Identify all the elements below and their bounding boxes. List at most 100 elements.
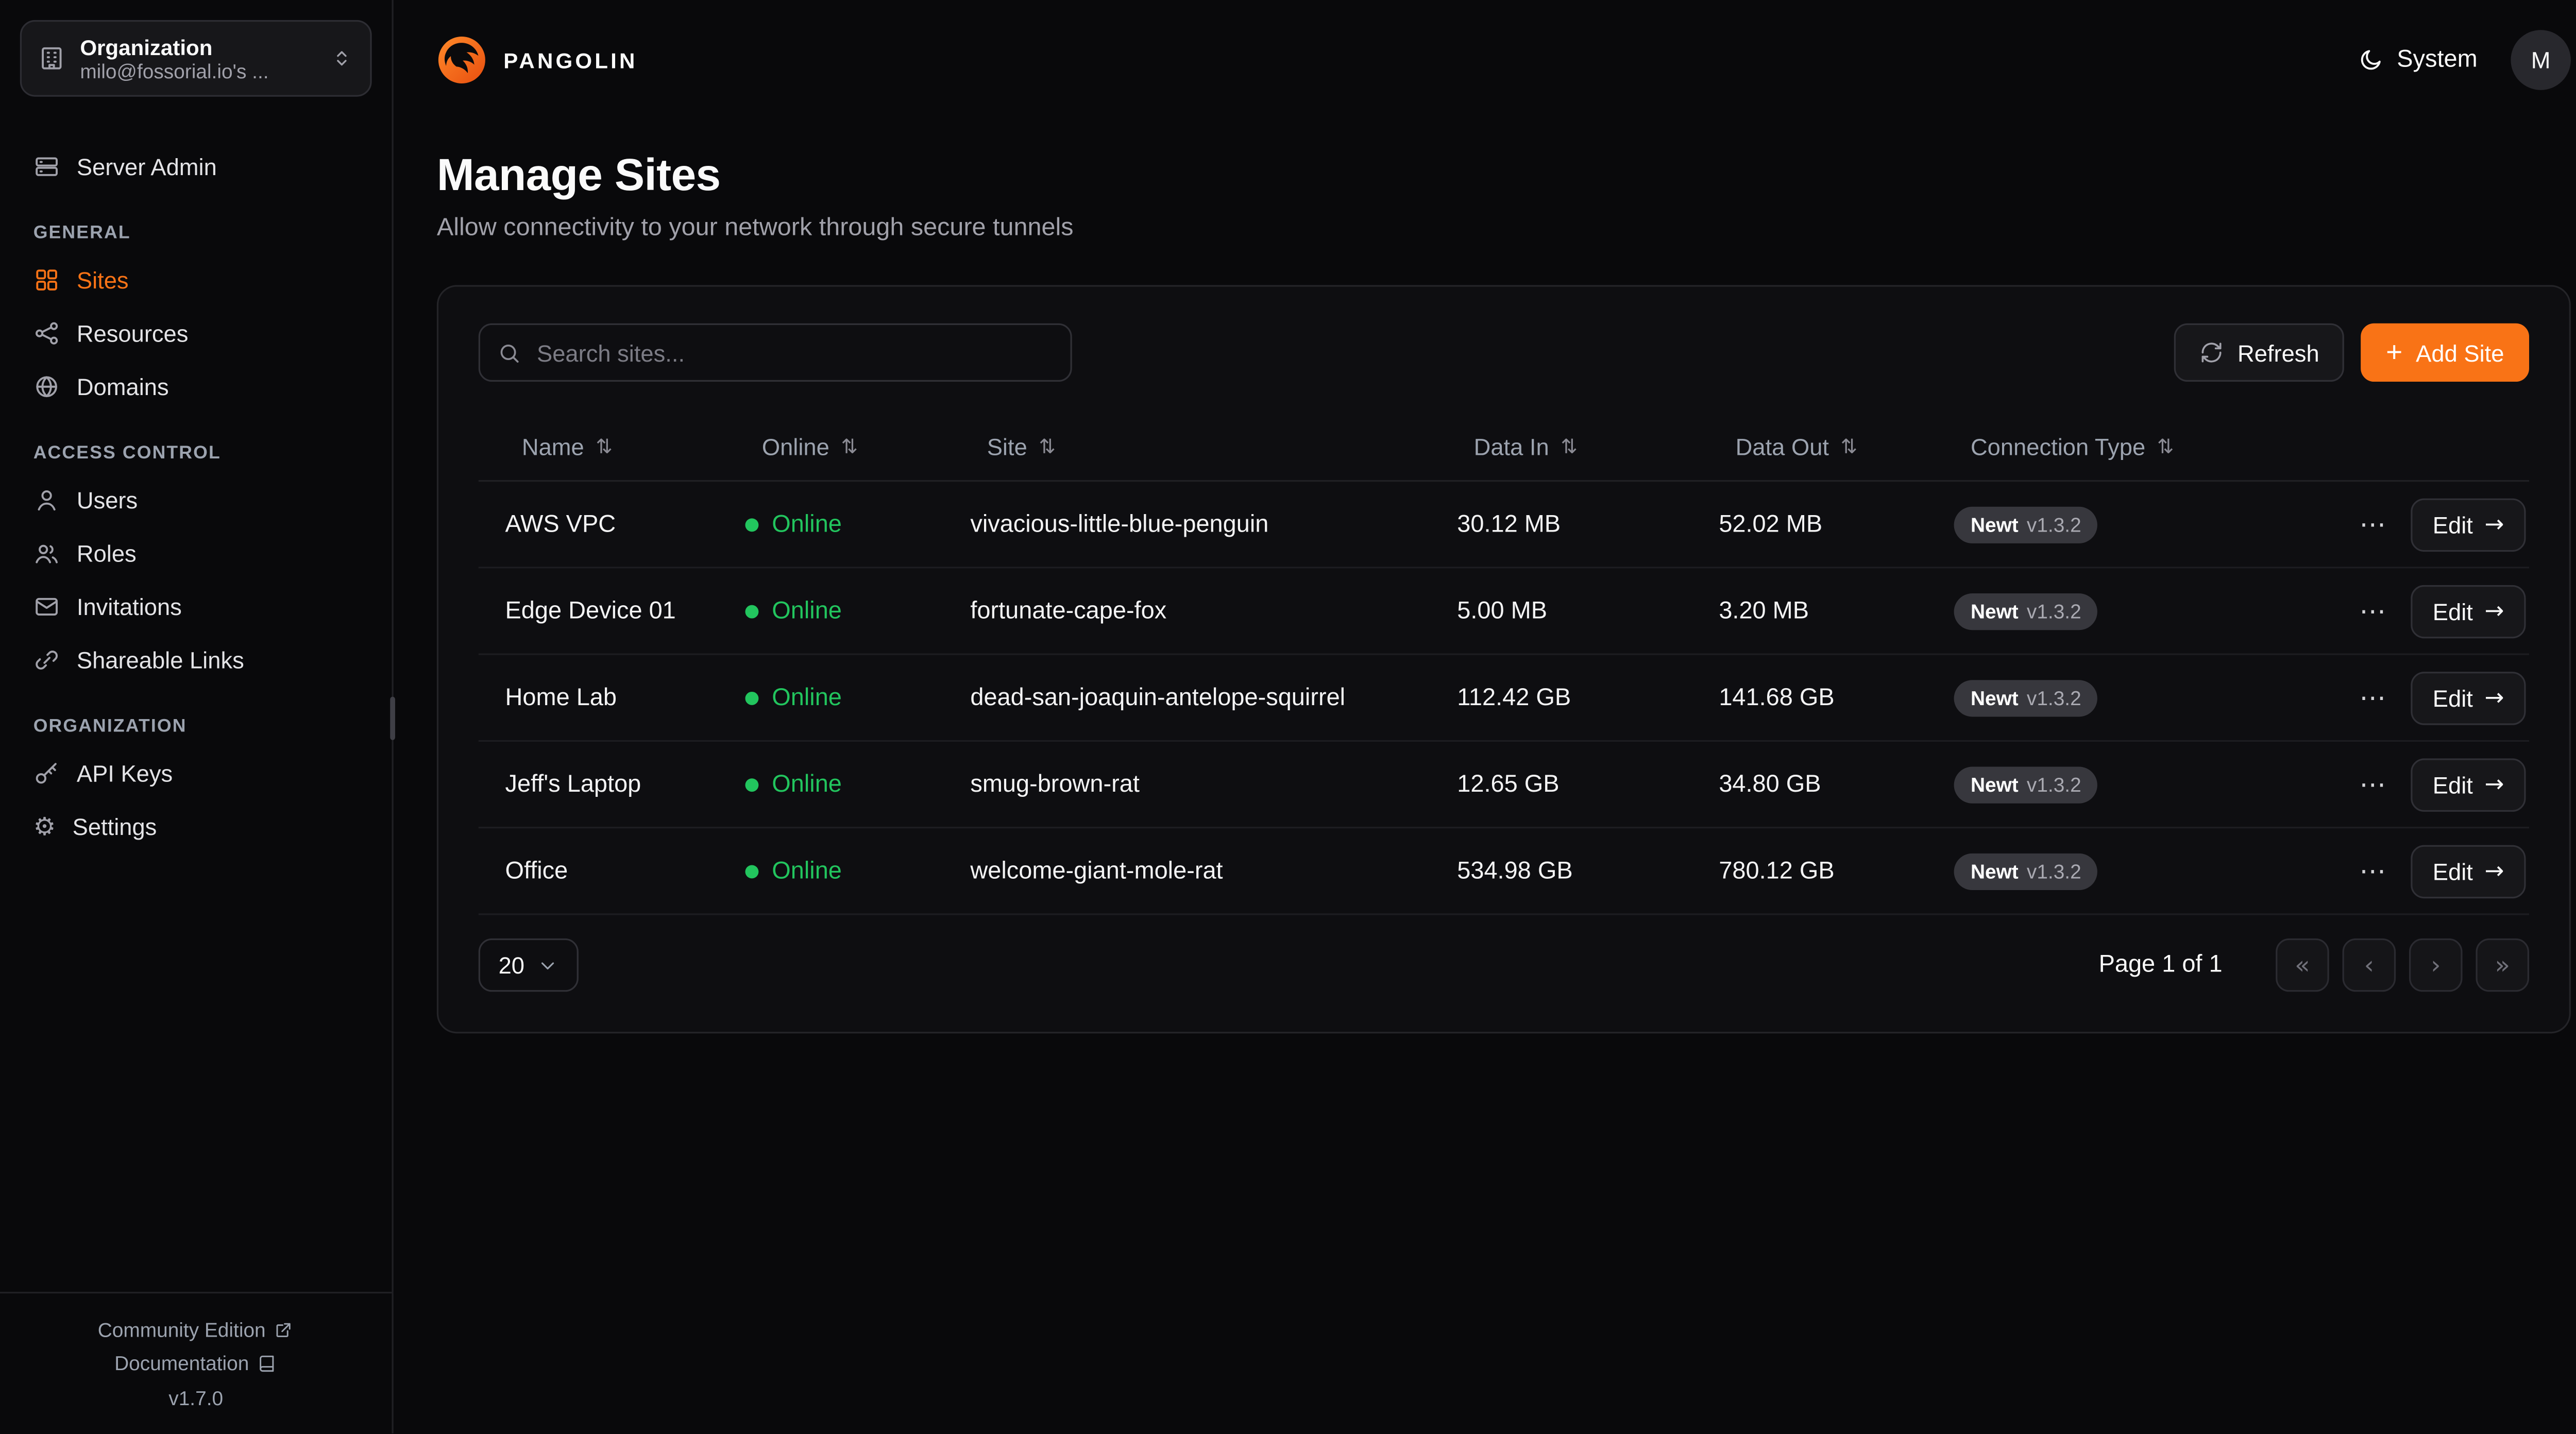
building-icon bbox=[38, 45, 65, 72]
add-site-label: Add Site bbox=[2416, 339, 2504, 366]
search-icon bbox=[497, 340, 522, 365]
column-label: Data Out bbox=[1735, 432, 1829, 459]
sort-online-button[interactable]: Online ⇅ bbox=[745, 421, 874, 471]
org-selector[interactable]: Organization milo@fossorial.io's ... bbox=[20, 20, 372, 97]
connection-type-cell: Newt v1.3.2 bbox=[1927, 592, 2328, 629]
online-status: Online bbox=[772, 684, 842, 711]
brand[interactable]: PANGOLIN bbox=[437, 35, 638, 85]
sidebar-item-users[interactable]: Users bbox=[20, 473, 372, 527]
card-footer: 20 Page 1 of 1 « ‹ › » bbox=[478, 938, 2530, 992]
sort-data-out-button[interactable]: Data Out ⇅ bbox=[1719, 421, 1874, 471]
row-menu-button[interactable]: ⋯ bbox=[2359, 595, 2388, 627]
actions-cell: ⋯ Edit → bbox=[2327, 584, 2529, 638]
sort-icon: ⇅ bbox=[596, 434, 613, 458]
community-edition-label: Community Edition bbox=[97, 1318, 266, 1342]
user-icon bbox=[33, 487, 60, 514]
prev-page-button[interactable]: ‹ bbox=[2342, 938, 2396, 992]
online-cell: Online bbox=[719, 771, 944, 797]
online-cell: Online bbox=[719, 598, 944, 624]
sort-site-button[interactable]: Site ⇅ bbox=[970, 421, 1072, 471]
search bbox=[478, 323, 1072, 382]
sidebar-item-domains[interactable]: Domains bbox=[20, 360, 372, 414]
page-info: Page 1 of 1 bbox=[2098, 951, 2223, 979]
connection-type-badge: Newt v1.3.2 bbox=[1954, 679, 2098, 716]
page-title: Manage Sites bbox=[436, 150, 721, 200]
sort-data-in-button[interactable]: Data In ⇅ bbox=[1457, 421, 1594, 471]
first-page-button[interactable]: « bbox=[2276, 938, 2329, 992]
client-version: v1.3.2 bbox=[2026, 859, 2081, 883]
online-dot bbox=[745, 691, 759, 705]
edit-button[interactable]: Edit → bbox=[2411, 671, 2526, 725]
next-page-button[interactable]: › bbox=[2409, 938, 2463, 992]
data-in-cell: 5.00 MB bbox=[1457, 598, 1548, 624]
online-dot bbox=[745, 777, 759, 791]
edit-button[interactable]: Edit → bbox=[2411, 497, 2526, 551]
edit-label: Edit bbox=[2432, 510, 2473, 538]
edit-button[interactable]: Edit → bbox=[2411, 757, 2526, 811]
data-in-cell: 112.42 GB bbox=[1457, 684, 1571, 711]
data-out-cell: 3.20 MB bbox=[1719, 598, 1809, 624]
gear-icon: ⚙ bbox=[33, 811, 56, 841]
plus-icon: + bbox=[2386, 336, 2403, 369]
table-row: Jeff's Laptop Online smug-brown-rat 12.6… bbox=[478, 742, 2530, 829]
row-menu-button[interactable]: ⋯ bbox=[2359, 681, 2388, 714]
theme-label: System bbox=[2397, 46, 2478, 74]
sidebar-item-resources[interactable]: Resources bbox=[20, 306, 372, 360]
server-icon bbox=[33, 153, 60, 180]
site-cell: vivacious-little-blue-penguin bbox=[970, 510, 1269, 538]
book-icon bbox=[258, 1354, 278, 1374]
sidebar-item-settings[interactable]: ⚙ Settings bbox=[20, 800, 372, 853]
last-page-button[interactable]: » bbox=[2476, 938, 2530, 992]
add-site-button[interactable]: + Add Site bbox=[2361, 323, 2530, 382]
site-cell: fortunate-cape-fox bbox=[970, 598, 1167, 624]
sidebar-item-server-admin[interactable]: Server Admin bbox=[20, 140, 372, 194]
name-cell: Home Lab bbox=[505, 684, 617, 711]
client-name: Newt bbox=[1970, 772, 2019, 796]
data-in-cell: 30.12 MB bbox=[1457, 510, 1561, 538]
edit-label: Edit bbox=[2432, 857, 2473, 884]
org-text: Organization milo@fossorial.io's ... bbox=[80, 34, 315, 82]
online-status: Online bbox=[772, 857, 842, 884]
client-version: v1.3.2 bbox=[2026, 599, 2081, 623]
row-menu-button[interactable]: ⋯ bbox=[2359, 508, 2388, 540]
edit-button[interactable]: Edit → bbox=[2411, 584, 2526, 638]
sidebar-item-shareable-links[interactable]: Shareable Links bbox=[20, 634, 372, 687]
sidebar-item-roles[interactable]: Roles bbox=[20, 527, 372, 581]
client-name: Newt bbox=[1970, 599, 2019, 623]
online-dot bbox=[745, 604, 759, 618]
connection-type-cell: Newt v1.3.2 bbox=[1927, 765, 2328, 803]
sidebar-item-api-keys[interactable]: API Keys bbox=[20, 747, 372, 800]
sort-name-button[interactable]: Name ⇅ bbox=[505, 421, 630, 471]
sidebar-item-invitations[interactable]: Invitations bbox=[20, 580, 372, 634]
page-subtitle: Allow connectivity to your network throu… bbox=[436, 213, 1074, 242]
column-label: Name bbox=[521, 432, 584, 459]
actions-cell: ⋯ Edit → bbox=[2327, 671, 2529, 725]
nav-heading-general: GENERAL bbox=[33, 223, 131, 244]
sidebar-scrollbar-thumb[interactable] bbox=[390, 696, 395, 740]
sort-connection-type-button[interactable]: Connection Type ⇅ bbox=[1954, 421, 2191, 471]
sidebar-item-label: Domains bbox=[76, 373, 169, 400]
sidebar-item-label: Roles bbox=[76, 540, 137, 567]
connection-type-cell: Newt v1.3.2 bbox=[1927, 852, 2328, 890]
theme-toggle[interactable]: System bbox=[2357, 46, 2478, 74]
page-size-select[interactable]: 20 bbox=[478, 938, 578, 992]
page-content: Manage Sites Allow connectivity to your … bbox=[394, 120, 2576, 1034]
search-input[interactable] bbox=[478, 323, 1072, 382]
data-out-cell: 780.12 GB bbox=[1719, 857, 1835, 884]
table-row: Office Online welcome-giant-mole-rat 534… bbox=[478, 828, 2530, 915]
sidebar-footer: Community Edition Documentation v1.7.0 bbox=[0, 1291, 392, 1433]
documentation-label: Documentation bbox=[114, 1352, 249, 1375]
sidebar-item-sites[interactable]: Sites bbox=[20, 253, 372, 307]
sort-icon: ⇅ bbox=[2157, 434, 2174, 458]
avatar[interactable]: M bbox=[2511, 30, 2571, 90]
sidebar-item-label: Shareable Links bbox=[76, 646, 244, 674]
edit-button[interactable]: Edit → bbox=[2411, 844, 2526, 898]
table-row: AWS VPC Online vivacious-little-blue-pen… bbox=[478, 482, 2530, 569]
topbar: PANGOLIN System M bbox=[394, 0, 2576, 120]
row-menu-button[interactable]: ⋯ bbox=[2359, 768, 2388, 800]
table-row: Home Lab Online dead-san-joaquin-antelop… bbox=[478, 655, 2530, 742]
row-menu-button[interactable]: ⋯ bbox=[2359, 855, 2388, 887]
refresh-button[interactable]: Refresh bbox=[2174, 323, 2345, 382]
documentation-link[interactable]: Documentation bbox=[13, 1347, 379, 1380]
community-edition-link[interactable]: Community Edition bbox=[13, 1313, 379, 1347]
